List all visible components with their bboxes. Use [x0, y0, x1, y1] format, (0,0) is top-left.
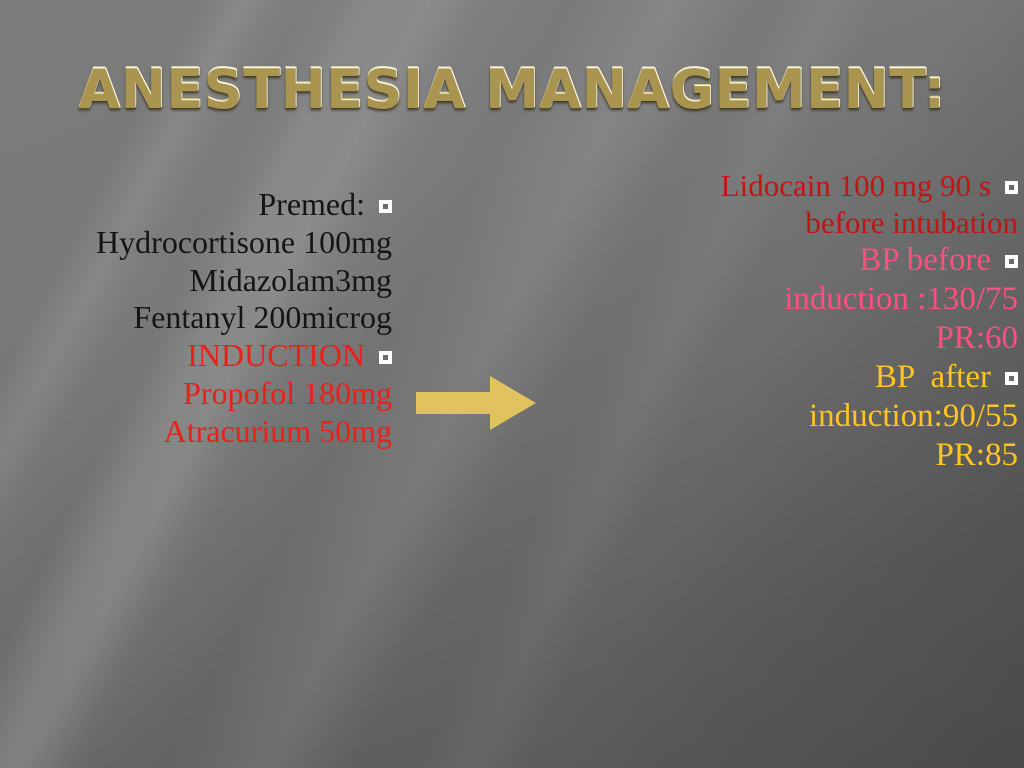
left-text-block: Premed: Hydrocortisone 100mg Midazolam3m…	[0, 186, 392, 450]
square-bullet-icon	[379, 200, 392, 213]
list-item: Propofol 180mg	[183, 374, 392, 411]
square-bullet-icon	[1005, 371, 1018, 385]
list-item: Midazolam3mg	[189, 261, 392, 298]
page-title: ANESTHESIA MANAGEMENT:	[0, 56, 1024, 119]
square-bullet-icon	[379, 351, 392, 364]
list-item: BP after	[598, 358, 1018, 397]
list-item: Atracurium 50mg	[163, 412, 392, 449]
list-item: induction:90/55	[809, 397, 1018, 434]
list-item: Premed:	[0, 186, 392, 224]
list-item: induction :130/75	[784, 281, 1018, 318]
right-arrow-icon	[416, 376, 536, 430]
list-item: before intubation	[805, 204, 1018, 240]
list-item: Lidocain 100 mg 90 s	[598, 168, 1018, 205]
list-item: Hydrocortisone 100mg	[96, 223, 392, 260]
list-item: BP before	[598, 241, 1018, 280]
square-bullet-icon	[1005, 255, 1018, 269]
list-item: PR:85	[935, 436, 1018, 473]
square-bullet-icon	[1005, 181, 1018, 194]
list-item: INDUCTION	[0, 337, 392, 375]
list-item: Fentanyl 200microg	[133, 299, 392, 336]
right-text-block: Lidocain 100 mg 90 s before intubation B…	[598, 168, 1018, 475]
list-item: PR:60	[935, 320, 1018, 357]
